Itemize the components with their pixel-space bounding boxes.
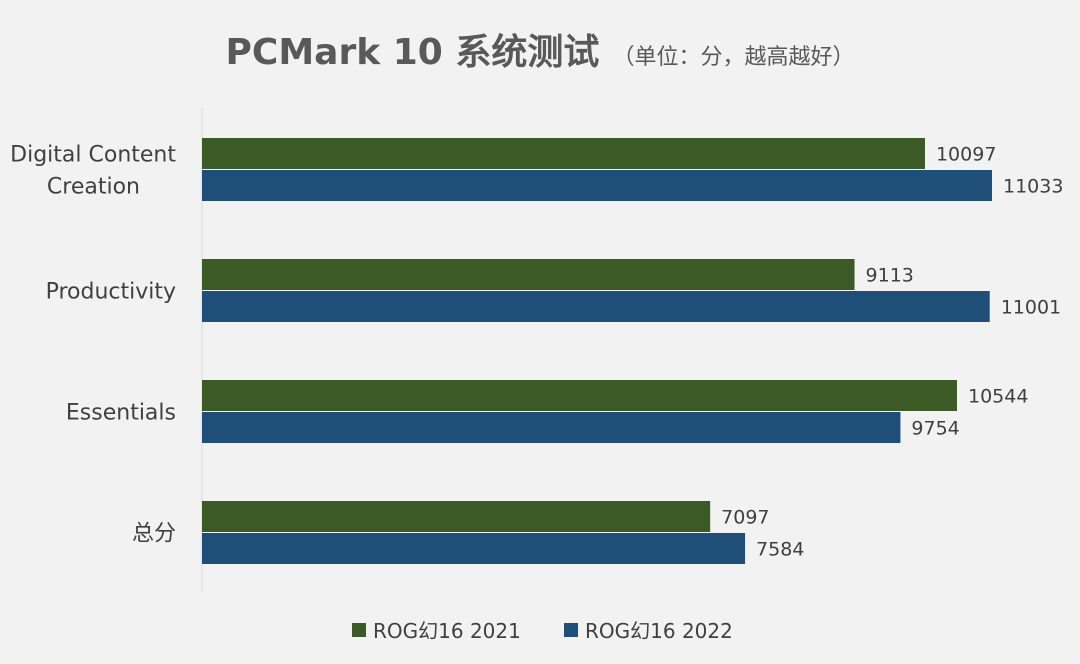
bars-group: 10097 11033 9113 11001 10544 9754 7097 7584: [202, 138, 1063, 564]
data-label: 7097: [721, 507, 769, 529]
data-label: 9754: [911, 418, 959, 440]
category-label: Productivity: [46, 280, 176, 305]
category-label: Digital Content Creation: [10, 143, 176, 200]
category-label: Essentials: [66, 401, 176, 426]
bar-2021-0: [202, 138, 925, 169]
legend: ROG幻16 2021 ROG幻16 2022: [352, 619, 733, 643]
bar-2022-3: [202, 533, 746, 564]
data-label: 9113: [866, 265, 914, 287]
legend-swatch: [564, 623, 578, 637]
data-label: 7584: [756, 539, 804, 561]
data-label: 11001: [1001, 297, 1061, 319]
data-label: 11033: [1003, 176, 1063, 198]
legend-swatch: [352, 623, 366, 637]
bar-2021-1: [202, 259, 855, 290]
bar-2022-1: [202, 291, 990, 322]
data-label: 10097: [936, 144, 996, 166]
bar-2022-0: [202, 170, 992, 201]
legend-label: ROG幻16 2022: [585, 619, 733, 643]
category-labels: Digital Content Creation Productivity Essen…: [10, 143, 176, 547]
data-label: 10544: [968, 386, 1028, 408]
legend-label: ROG幻16 2021: [373, 619, 521, 643]
bar-2022-2: [202, 412, 901, 443]
chart-title: PCMark 10 系统测试: [226, 32, 600, 73]
chart-title-group: PCMark 10 系统测试 （单位：分，越高越好）: [226, 32, 855, 73]
chart-subtitle: （单位：分，越高越好）: [612, 45, 854, 70]
bar-2021-3: [202, 501, 711, 532]
bar-2021-2: [202, 380, 957, 411]
category-label: 总分: [132, 522, 176, 547]
